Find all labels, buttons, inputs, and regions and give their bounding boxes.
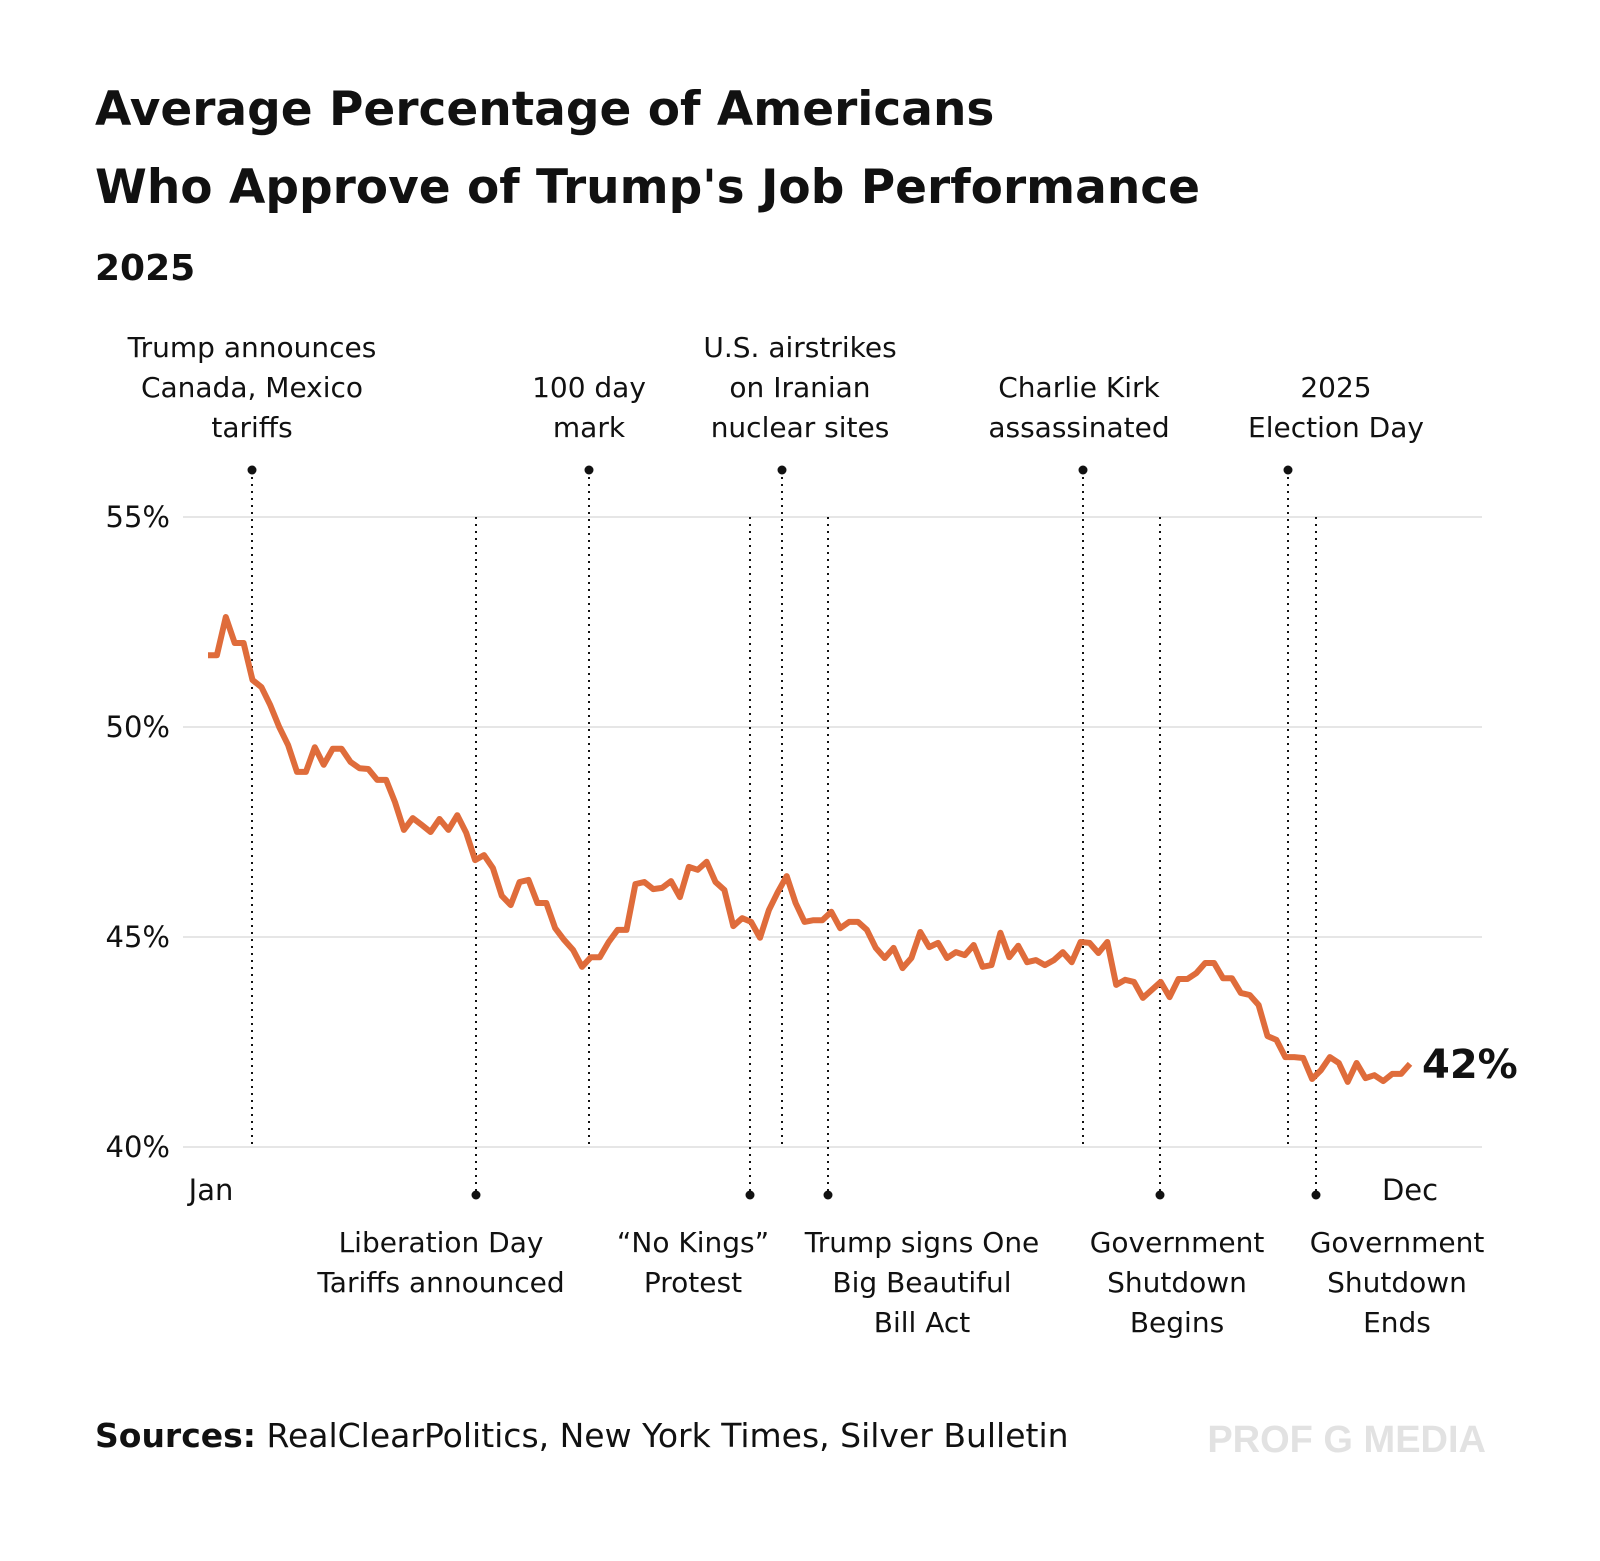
annotation: Charlie Kirk xyxy=(998,371,1160,404)
x-tick-label: Jan xyxy=(187,1173,234,1207)
annotation: U.S. airstrikes xyxy=(703,331,896,364)
source: Sources: RealClearPolitics, New York Tim… xyxy=(95,1416,1069,1455)
event-dot xyxy=(247,465,257,475)
event-dot xyxy=(584,465,594,475)
event-dot xyxy=(745,1190,755,1200)
annotation: Big Beautiful xyxy=(832,1266,1011,1299)
y-tick-label: 45% xyxy=(106,920,170,954)
event-dot xyxy=(1155,1190,1165,1200)
annotation: assassinated xyxy=(988,411,1169,444)
event-dot xyxy=(1311,1190,1321,1200)
annotation: Liberation Day xyxy=(339,1226,544,1259)
annotation: Ends xyxy=(1363,1306,1431,1339)
annotation: tariffs xyxy=(211,411,292,444)
line xyxy=(208,614,1413,1085)
chart-title: Average Percentage of Americans xyxy=(95,82,994,137)
source-text: RealClearPolitics, New York Times, Silve… xyxy=(267,1416,1069,1455)
annotation: Government xyxy=(1090,1226,1265,1259)
annotation: Shutdown xyxy=(1107,1266,1247,1299)
annotation: 2025 xyxy=(1300,371,1371,404)
chart-subtitle: 2025 xyxy=(95,248,195,289)
annotation: Begins xyxy=(1130,1306,1224,1339)
annotation: 100 day xyxy=(532,371,646,404)
annotation: Trump announces xyxy=(127,331,377,364)
source-label: Sources: xyxy=(95,1416,256,1455)
annotation: Tariffs announced xyxy=(316,1266,564,1299)
annotation: nuclear sites xyxy=(711,411,890,444)
annotation: mark xyxy=(553,411,626,444)
value-label: 42% xyxy=(1422,1042,1518,1088)
annotation: on Iranian xyxy=(729,371,870,404)
annotation: “No Kings” xyxy=(617,1226,769,1259)
annotation: Government xyxy=(1310,1226,1485,1259)
watermark: PROF G MEDIA xyxy=(1207,1419,1486,1461)
annotation: Trump signs One xyxy=(804,1226,1040,1259)
event-dot xyxy=(823,1190,833,1200)
annotation: Bill Act xyxy=(874,1306,971,1339)
event-dot xyxy=(1078,465,1088,475)
event-dot xyxy=(471,1190,481,1200)
annotation: Canada, Mexico xyxy=(141,371,363,404)
y-tick-label: 50% xyxy=(106,710,170,744)
annotation: Shutdown xyxy=(1327,1266,1467,1299)
y-tick-label: 55% xyxy=(106,500,170,534)
event-dot xyxy=(777,465,787,475)
annotation: Protest xyxy=(644,1266,742,1299)
event-dot xyxy=(1283,465,1293,475)
annotation: Election Day xyxy=(1248,411,1424,444)
x-tick-label: Dec xyxy=(1382,1173,1438,1207)
chart-title: Who Approve of Trump's Job Performance xyxy=(95,160,1200,215)
y-tick-label: 40% xyxy=(106,1130,170,1164)
